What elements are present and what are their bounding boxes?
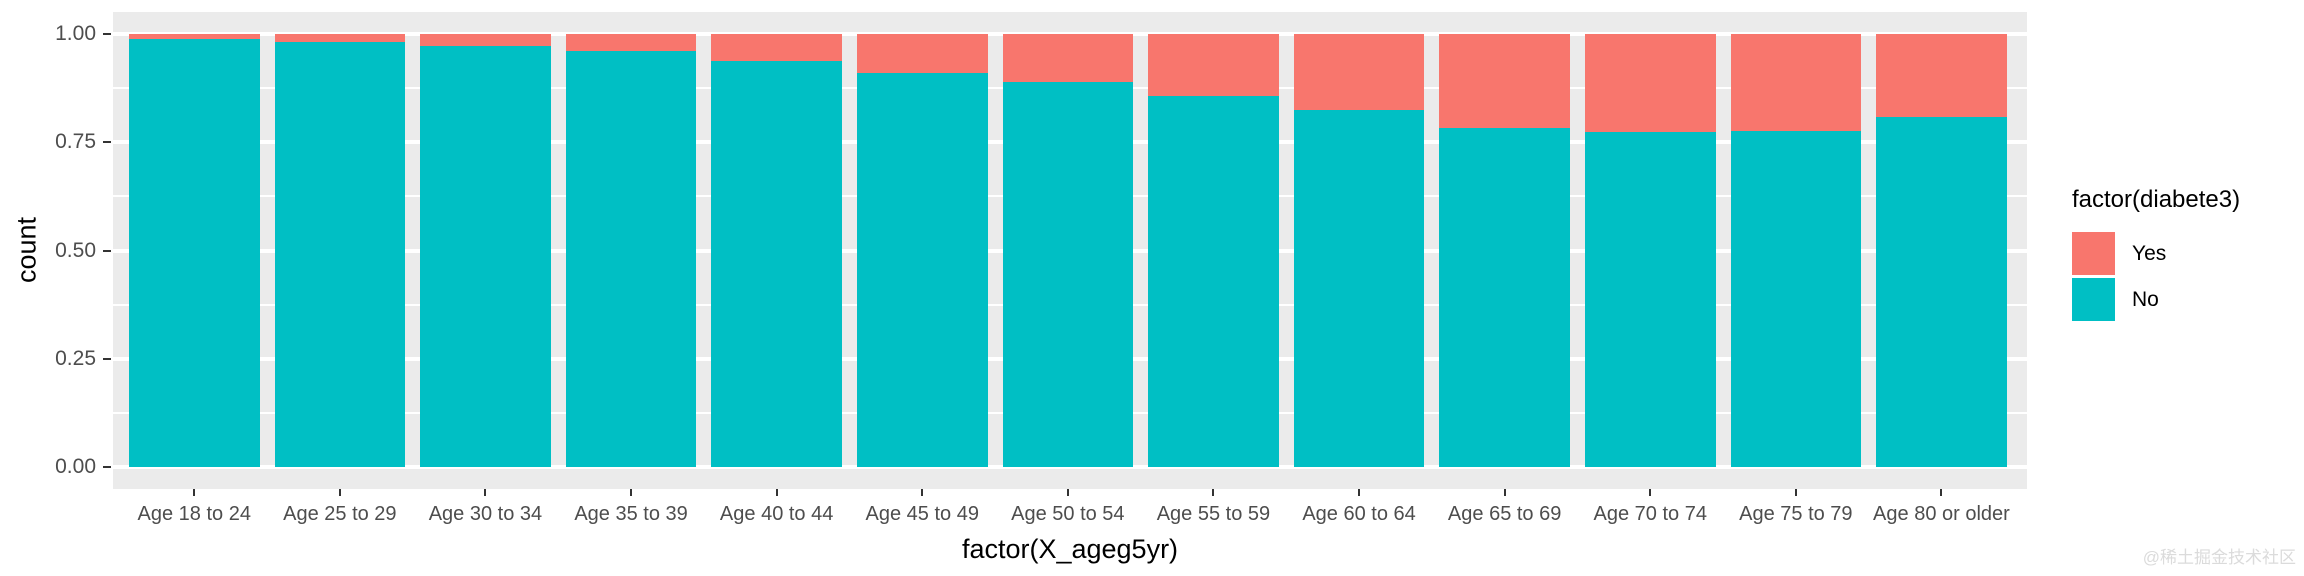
y-tick-label: 0.75 [55, 130, 96, 154]
x-tick-mark [1794, 489, 1797, 496]
bar-segment-yes [129, 34, 260, 40]
bar-segment-no [1730, 130, 1862, 467]
bar-segment-no [1876, 116, 2007, 467]
plot-panel [113, 12, 2027, 489]
bar-segment-no [274, 41, 406, 467]
x-tick-mark [1503, 489, 1506, 496]
x-tick-label: Age 40 to 44 [719, 503, 834, 525]
x-tick-mark [630, 489, 633, 496]
y-tick-mark [103, 466, 111, 468]
y-tick-mark [103, 33, 111, 35]
bar-segment-yes [1730, 34, 1862, 131]
legend-item: No [2072, 278, 2240, 321]
x-tick-mark [1066, 489, 1069, 496]
x-tick-label: Age 55 to 59 [1156, 503, 1271, 525]
legend: factor(diabete3) Yes No [2072, 186, 2240, 324]
legend-items: Yes No [2072, 232, 2240, 321]
bar-segment-no [565, 51, 697, 467]
bar-segment-yes [1876, 34, 2007, 117]
bar-segment-yes [274, 34, 406, 42]
x-tick-label: Age 70 to 74 [1593, 503, 1707, 525]
x-tick-mark [1649, 489, 1652, 496]
legend-item-label: No [2132, 287, 2159, 311]
x-tick-label: Age 25 to 29 [283, 503, 397, 525]
legend-item-label: Yes [2132, 241, 2167, 265]
y-tick-mark [103, 249, 111, 252]
y-tick-label: 1.00 [55, 22, 96, 45]
y-tick-label: 0.00 [55, 455, 96, 478]
bar-segment-yes [1002, 34, 1134, 83]
bar-segment-no [420, 46, 551, 467]
x-tick-label: Age 80 or older [1873, 503, 2010, 525]
x-tick-mark [484, 489, 487, 496]
x-tick-mark [775, 489, 778, 496]
bar-segment-yes [1439, 34, 1570, 128]
x-tick-mark [193, 489, 196, 496]
legend-key-swatch [2072, 232, 2115, 275]
x-tick-label: Age 18 to 24 [137, 503, 251, 525]
y-axis-title: count [11, 216, 42, 284]
bar-segment-no [1293, 110, 1425, 467]
y-tick-mark [103, 141, 111, 144]
bar-segment-yes [857, 34, 988, 73]
x-tick-mark [338, 489, 341, 496]
gridline-major [113, 465, 2027, 469]
bar-segment-yes [565, 34, 697, 52]
legend-key-swatch [2072, 278, 2115, 321]
x-tick-label: Age 60 to 64 [1302, 503, 1416, 525]
legend-title: factor(diabete3) [2072, 186, 2241, 213]
x-tick-label: Age 65 to 69 [1447, 503, 1562, 525]
x-axis-title: factor(X_ageg5yr) [961, 534, 1179, 564]
watermark: @稀土掘金技术社区 [2142, 548, 2296, 567]
bar-segment-no [857, 72, 988, 467]
legend-item: Yes [2072, 232, 2240, 275]
bar-segment-yes [420, 34, 551, 47]
bar-segment-no [129, 39, 260, 467]
bar-segment-no [1148, 96, 1279, 467]
y-tick-mark [103, 357, 111, 360]
x-tick-label: Age 35 to 39 [574, 503, 688, 525]
bar-segment-no [1585, 132, 1716, 467]
x-tick-label: Age 45 to 49 [865, 503, 979, 525]
bar-segment-yes [711, 34, 842, 62]
y-tick-label: 0.25 [55, 346, 96, 370]
x-tick-label: Age 50 to 54 [1011, 503, 1125, 525]
bar-segment-yes [1585, 34, 1716, 133]
x-tick-mark [921, 489, 924, 496]
x-tick-mark [1212, 489, 1215, 496]
bar-segment-no [711, 61, 842, 467]
x-tick-mark [1940, 489, 1943, 496]
x-tick-label: Age 30 to 34 [428, 503, 543, 525]
y-tick-label: 0.50 [55, 238, 96, 262]
x-tick-mark [1358, 489, 1361, 496]
bar-segment-no [1002, 82, 1134, 467]
bar-segment-no [1439, 127, 1570, 467]
x-tick-label: Age 75 to 79 [1739, 503, 1853, 525]
bar-segment-yes [1293, 34, 1425, 111]
bar-segment-yes [1148, 34, 1279, 97]
